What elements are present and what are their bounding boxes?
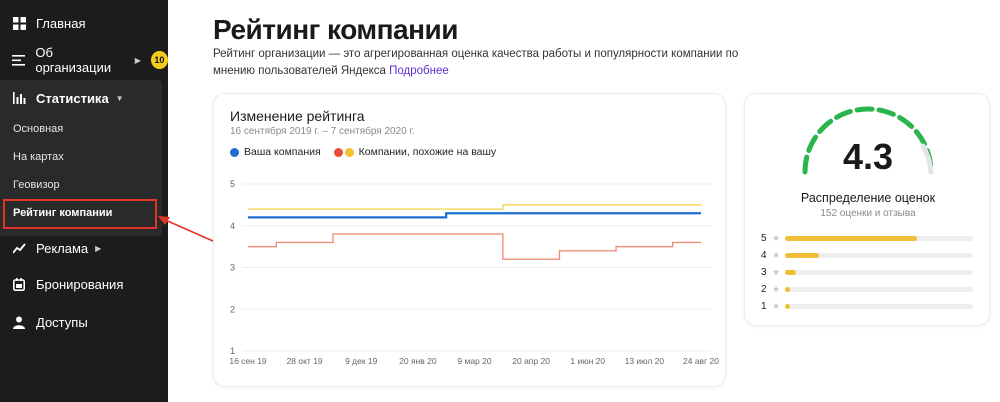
rating-label: 4 bbox=[761, 249, 767, 261]
rating-chart-card: Изменение рейтинга 16 сентября 2019 г. –… bbox=[213, 93, 726, 387]
legend-label: Компании, похожие на вашу bbox=[358, 146, 497, 158]
sidebar-item-ads[interactable]: Реклама ▶ bbox=[0, 234, 168, 262]
star-icon: ★ bbox=[771, 266, 781, 277]
sidebar-item-label: Реклама bbox=[36, 240, 89, 256]
x-tick-label: 20 апр 20 bbox=[512, 356, 550, 366]
distribution-bar-track bbox=[785, 286, 973, 292]
y-tick-label: 5 bbox=[230, 179, 235, 189]
page-description: Рейтинг организации — это агрегированная… bbox=[213, 46, 753, 80]
reviews-count: 152 оценки и отзыва bbox=[820, 208, 916, 219]
annotation-arrow bbox=[158, 216, 223, 246]
distribution-bar-fill bbox=[785, 252, 819, 258]
rating-label: 1 bbox=[761, 300, 767, 312]
legend-dot bbox=[344, 147, 354, 157]
y-tick-label: 3 bbox=[230, 263, 235, 273]
distribution-row: 3 ★ bbox=[761, 266, 975, 278]
distribution-bar-track bbox=[785, 269, 973, 275]
rating-label: 2 bbox=[761, 283, 767, 295]
star-icon: ★ bbox=[771, 300, 781, 311]
sidebar-item-access[interactable]: Доступы bbox=[0, 308, 168, 336]
sidebar-item-statistics[interactable]: Статистика ▼ bbox=[0, 84, 168, 112]
rating-value: 4.3 bbox=[842, 136, 894, 177]
x-tick-label: 28 окт 19 bbox=[287, 356, 323, 366]
star-icon: ★ bbox=[771, 232, 781, 243]
distribution-bar-fill bbox=[785, 235, 917, 241]
legend-label: Ваша компания bbox=[244, 146, 321, 158]
rating-label: 3 bbox=[761, 266, 767, 278]
highlight-box bbox=[3, 199, 157, 229]
sidebar-item-label: Статистика bbox=[36, 90, 109, 106]
user-icon bbox=[12, 315, 26, 329]
series-line-0[interactable] bbox=[248, 212, 701, 219]
rating-distribution-card: 4.3 Распределение оценок 152 оценки и от… bbox=[744, 93, 990, 326]
sidebar-subitem-company-rating[interactable]: Рейтинг компании bbox=[13, 207, 113, 219]
calendar-icon bbox=[12, 277, 26, 291]
sidebar-subitem-main[interactable]: Основная bbox=[13, 123, 64, 135]
trend-icon bbox=[12, 241, 26, 255]
sidebar-subitem-maps[interactable]: На картах bbox=[13, 151, 64, 163]
distribution-bar-fill bbox=[785, 286, 790, 292]
series-line-2[interactable] bbox=[248, 233, 701, 260]
notification-badge: 10 bbox=[150, 51, 169, 69]
chevron-down-icon: ▼ bbox=[115, 93, 124, 103]
x-tick-label: 9 мар 20 bbox=[457, 356, 491, 366]
more-link[interactable]: Подробнее bbox=[389, 65, 449, 77]
legend-dot bbox=[230, 147, 239, 157]
rating-label: 5 bbox=[761, 232, 767, 244]
distribution-title: Распределение оценок bbox=[800, 191, 936, 205]
legend-item-your-company[interactable]: Ваша компания bbox=[230, 146, 321, 158]
distribution-bar-fill bbox=[785, 303, 790, 309]
chart-title: Изменение рейтинга bbox=[230, 108, 365, 124]
legend-item-similar-companies[interactable]: Компании, похожие на вашу bbox=[333, 146, 497, 158]
legend-dot bbox=[333, 147, 343, 157]
distribution-bar-track bbox=[785, 235, 973, 241]
list-icon bbox=[12, 53, 26, 67]
page-title: Рейтинг компании bbox=[213, 14, 458, 45]
distribution-bar-track bbox=[785, 252, 973, 258]
y-tick-label: 2 bbox=[230, 304, 235, 314]
distribution-row: 2 ★ bbox=[761, 283, 975, 295]
grid-icon bbox=[12, 16, 26, 30]
sidebar: Главная Об организации ▶ 10 Статистика ▼… bbox=[0, 0, 169, 402]
star-icon: ★ bbox=[771, 249, 781, 260]
chart-date-range: 16 сентября 2019 г. – 7 сентября 2020 г. bbox=[230, 126, 415, 137]
sidebar-subitem-geovisor[interactable]: Геовизор bbox=[13, 179, 60, 191]
sidebar-item-home[interactable]: Главная bbox=[0, 9, 168, 37]
chevron-right-icon: ▶ bbox=[95, 243, 102, 253]
sidebar-item-label: Доступы bbox=[36, 314, 88, 330]
rating-gauge bbox=[802, 106, 934, 175]
chart-legend: Ваша компания Компании, похожие на вашу bbox=[230, 146, 509, 158]
distribution-row: 4 ★ bbox=[761, 249, 975, 261]
description-text: Рейтинг организации — это агрегированная… bbox=[213, 48, 739, 77]
statistics-group: Статистика ▼ Основная На картах Геовизор… bbox=[0, 80, 162, 236]
sidebar-item-bookings[interactable]: Бронирования bbox=[0, 270, 168, 298]
x-tick-label: 24 авг 20 bbox=[683, 356, 719, 366]
rating-chart: 1 2 3 4 5 16 сен 19 28 окт 19 9 дек 19 20 янв 20… bbox=[229, 179, 719, 366]
y-tick-label: 1 bbox=[230, 346, 235, 356]
sidebar-item-label: Главная bbox=[36, 15, 86, 31]
x-tick-label: 13 июл 20 bbox=[625, 356, 665, 366]
distribution-bar-track bbox=[785, 303, 973, 309]
distribution-row: 5 ★ bbox=[761, 232, 975, 244]
x-tick-label: 16 сен 19 bbox=[229, 356, 267, 366]
star-icon: ★ bbox=[771, 283, 781, 294]
series-line-1[interactable] bbox=[248, 204, 701, 210]
sidebar-item-organization[interactable]: Об организации ▶ 10 bbox=[0, 45, 169, 75]
sidebar-item-label: Бронирования bbox=[36, 276, 124, 292]
y-tick-label: 4 bbox=[230, 221, 235, 231]
distribution-row: 1 ★ bbox=[761, 300, 975, 312]
x-tick-label: 1 июн 20 bbox=[570, 356, 605, 366]
sidebar-item-label: Об организации bbox=[35, 45, 112, 75]
x-tick-label: 20 янв 20 bbox=[399, 356, 437, 366]
chevron-right-icon: ▶ bbox=[134, 55, 141, 65]
x-tick-label: 9 дек 19 bbox=[345, 356, 378, 366]
bar-chart-icon bbox=[12, 91, 26, 105]
distribution-bar-fill bbox=[785, 269, 797, 275]
